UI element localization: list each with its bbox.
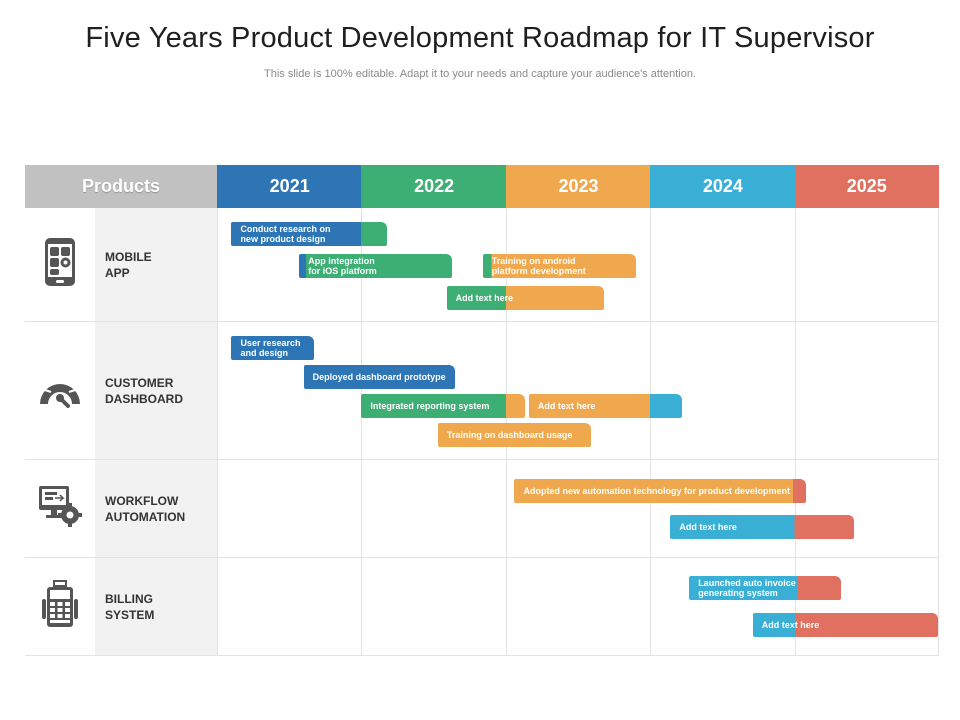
slide-subtitle: This slide is 100% editable. Adapt it to… <box>264 68 696 80</box>
timeline-bar: Adopted new automation technology for pr… <box>514 479 807 503</box>
row-label-cell: CUSTOMER DASHBOARD <box>95 322 217 459</box>
workflow-automation-icon <box>37 484 83 533</box>
timeline-bar: Add text here <box>752 613 938 637</box>
year-header-2023: 2023 <box>505 165 652 208</box>
row-icon-cell <box>25 558 95 655</box>
grid-vline <box>217 208 218 656</box>
row-label: BILLING SYSTEM <box>105 591 155 622</box>
year-header-2024: 2024 <box>650 165 796 208</box>
timeline-bar: Launched auto invoice generating system <box>689 576 841 600</box>
grid-hline <box>25 459 939 460</box>
grid-vline <box>794 208 796 656</box>
row-label: CUSTOMER DASHBOARD <box>105 375 183 406</box>
customer-dashboard-icon <box>36 368 84 413</box>
grid-hline <box>25 321 939 322</box>
grid-hline <box>25 557 939 558</box>
row-icon-cell <box>25 208 95 321</box>
grid-vline <box>361 208 363 656</box>
mobile-app-icon <box>43 237 77 292</box>
row-icon-cell <box>25 322 95 459</box>
products-header: Products <box>25 165 217 208</box>
row-label-cell: BILLING SYSTEM <box>95 558 217 655</box>
grid-hline <box>25 655 939 656</box>
year-header-2021: 2021 <box>217 165 363 208</box>
timeline-bar: Add text here <box>528 394 682 418</box>
timeline-bar: Conduct research on new product design <box>231 222 388 246</box>
row-label: MOBILE APP <box>105 249 152 280</box>
grid-vline <box>938 208 939 656</box>
slide-title: Five Years Product Development Roadmap f… <box>85 22 875 54</box>
roadmap-table: Products 2021 2022 2023 2024 2025 MOBILE APP… <box>25 165 939 656</box>
timeline-bar: Add text here <box>670 515 854 539</box>
timeline-bar: Training on dashboard usage <box>437 423 591 447</box>
row-label-cell: WORKFLOW AUTOMATION <box>95 460 217 557</box>
row-label-cell: MOBILE APP <box>95 208 217 321</box>
billing-system-icon <box>40 579 80 634</box>
grid-vline <box>650 208 652 656</box>
timeline-bar: App integration for iOS platform <box>299 254 453 278</box>
year-header-2025: 2025 <box>794 165 939 208</box>
timeline-bar: Training on android platform development <box>482 254 636 278</box>
timeline-bar: Integrated reporting system <box>361 394 525 418</box>
year-header-2022: 2022 <box>361 165 507 208</box>
row-icon-cell <box>25 460 95 557</box>
row-label: WORKFLOW AUTOMATION <box>105 493 186 524</box>
timeline-bar: Add text here <box>446 286 604 310</box>
timeline-bar: Deployed dashboard prototype <box>303 365 456 389</box>
timeline-bar: User research and design <box>231 336 314 360</box>
